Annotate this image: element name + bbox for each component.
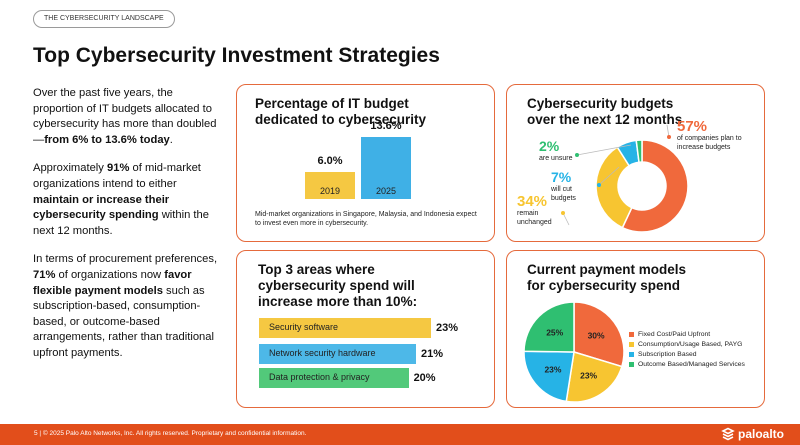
pie-slice — [523, 301, 575, 353]
bar-value-label: 6.0% — [317, 154, 343, 167]
pct-unchanged: 34% — [517, 193, 548, 210]
pie-slice-label: 30% — [588, 331, 605, 341]
donut-leader-line — [597, 166, 620, 187]
hbar-value-label: 23% — [436, 322, 459, 334]
top-areas-title: Top 3 areas where cybersecurity spend wi… — [258, 262, 418, 309]
budget-outlook-donut — [561, 124, 689, 233]
donut-slice — [621, 139, 689, 233]
it-budget-note: Mid-market organizations in Singapore, M… — [255, 211, 477, 227]
payment-models-legend: Fixed Cost/Paid Upfront Consumption/Usage… — [629, 329, 745, 369]
pie-slice-label: 23% — [544, 365, 561, 375]
it-budget-card: Percentage of IT budget dedicated to cyb… — [236, 84, 495, 242]
payment-models-card: Current payment models for cybersecurity… — [506, 250, 765, 408]
legend-item: Subscription Based — [629, 349, 745, 359]
bar-year-label: 2019 — [319, 185, 341, 196]
budget-outlook-card: Cybersecurity budgets over the next 12 m… — [506, 84, 765, 242]
legend-item: Consumption/Usage Based, PAYG — [629, 339, 745, 349]
donut-slice — [595, 146, 633, 229]
section-tag: THE CYBERSECURITY LANDSCAPE — [33, 10, 175, 28]
pct-unsure: 2% — [539, 138, 560, 154]
legend-swatch — [629, 361, 634, 367]
payment-models-pie: 30% 23% 23% 25% — [523, 301, 625, 403]
pct-increase: 57% — [677, 118, 708, 135]
paloalto-logo-icon — [721, 427, 735, 441]
legend-label: Outcome Based/Managed Services — [638, 360, 745, 368]
donut-leader-line — [575, 144, 632, 157]
budget-outlook-title: Cybersecurity budgets over the next 12 m… — [527, 96, 683, 127]
hbar-category-label: Network security hardware — [269, 348, 376, 358]
donut-slice — [635, 139, 643, 164]
paragraph-budget-growth: Over the past five years, the proportion… — [33, 87, 217, 146]
pct-cut: 7% — [551, 169, 572, 185]
legend-label: Subscription Based — [638, 350, 697, 358]
brand-logo: paloalto — [721, 427, 784, 441]
pie-slice-label: 23% — [580, 370, 597, 380]
desc-unsure: are unsure — [539, 155, 573, 162]
hbar-category-label: Data protection & privacy — [269, 372, 370, 382]
paragraph-payment-preferences: In terms of procurement preferences, 71%… — [33, 253, 218, 359]
hbar-item: Security software — [259, 318, 431, 338]
legend-label: Consumption/Usage Based, PAYG — [638, 340, 743, 348]
legend-swatch — [629, 351, 634, 357]
legend-item: Fixed Cost/Paid Upfront — [629, 329, 745, 339]
pie-slice — [573, 301, 625, 368]
bar-2025: 2025 — [361, 137, 411, 199]
hbar-value-label: 21% — [421, 348, 444, 360]
legend-swatch — [629, 341, 634, 347]
donut-leader-line — [561, 211, 570, 226]
footer-bar: 5 | © 2025 Palo Alto Networks, Inc. All … — [0, 424, 800, 445]
hbar-value-label: 20% — [413, 372, 436, 384]
legend-label: Fixed Cost/Paid Upfront — [638, 330, 711, 338]
hbar-category-label: Security software — [269, 322, 339, 332]
donut-leader-line — [666, 124, 671, 139]
page-title: Top Cybersecurity Investment Strategies — [33, 44, 440, 67]
desc-increase: of companies plan to increase budgets — [677, 135, 742, 151]
desc-cut: will cut budgets — [551, 186, 576, 202]
footer-copyright: 5 | © 2025 Palo Alto Networks, Inc. All … — [34, 430, 307, 437]
bar-value-label: 13.6% — [370, 120, 402, 132]
legend-item: Outcome Based/Managed Services — [629, 359, 745, 369]
pie-slice-label: 25% — [546, 327, 563, 337]
legend-swatch — [629, 331, 634, 337]
bar-2019: 2019 — [305, 171, 355, 199]
pie-slice — [523, 350, 575, 403]
it-budget-title: Percentage of IT budget dedicated to cyb… — [255, 96, 427, 127]
intro-text: Over the past five years, the proportion… — [33, 86, 223, 375]
payment-models-title: Current payment models for cybersecurity… — [527, 262, 687, 293]
pie-slice — [565, 351, 623, 403]
paragraph-spending-intent: Approximately 91% of mid-market organiza… — [33, 162, 209, 237]
hbar-item: Data protection & privacy — [259, 368, 409, 388]
top-areas-card: Top 3 areas where cybersecurity spend wi… — [236, 250, 495, 408]
bar-year-label: 2025 — [375, 186, 397, 196]
desc-unchanged: remain unchanged — [517, 210, 552, 226]
hbar-item: Network security hardware — [259, 344, 417, 364]
